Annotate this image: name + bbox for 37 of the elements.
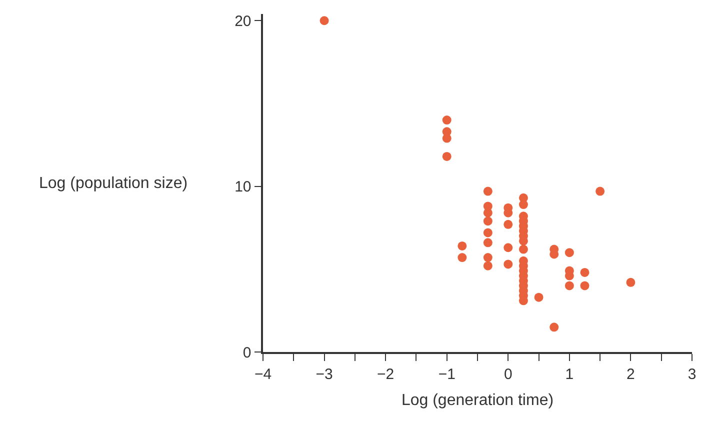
x-tick-label: 3 bbox=[688, 366, 696, 383]
x-axis-title: Log (generation time) bbox=[401, 392, 554, 409]
point bbox=[320, 16, 329, 26]
point bbox=[483, 253, 492, 262]
x-tick-label: −4 bbox=[254, 366, 272, 383]
point bbox=[504, 260, 513, 269]
point bbox=[596, 186, 605, 196]
point bbox=[564, 281, 574, 290]
point bbox=[504, 220, 513, 229]
point bbox=[564, 248, 574, 258]
y-tick-label: 0 bbox=[242, 344, 252, 362]
y-tick-label: 10 bbox=[234, 178, 252, 196]
x-tick-label: −3 bbox=[316, 366, 333, 383]
x-tick-label: 1 bbox=[565, 366, 574, 383]
point bbox=[442, 152, 452, 161]
point bbox=[550, 322, 559, 332]
point bbox=[626, 278, 636, 287]
point bbox=[504, 243, 513, 252]
point bbox=[483, 228, 492, 238]
x-tick-label: 2 bbox=[626, 366, 635, 383]
point bbox=[483, 216, 492, 226]
point bbox=[442, 116, 452, 125]
x-tick-label: −1 bbox=[438, 366, 456, 383]
point bbox=[483, 261, 492, 270]
y-axis-title: Log (population size) bbox=[39, 175, 188, 192]
point bbox=[534, 292, 544, 302]
x-tick-label: 0 bbox=[504, 366, 512, 383]
point bbox=[483, 186, 492, 196]
point bbox=[580, 268, 590, 277]
point bbox=[580, 281, 590, 290]
point bbox=[518, 200, 528, 210]
point bbox=[458, 241, 467, 250]
point bbox=[518, 244, 528, 254]
point bbox=[458, 253, 467, 262]
point bbox=[483, 238, 492, 248]
y-tick-label: 20 bbox=[234, 12, 252, 30]
x-tick-label: −2 bbox=[377, 366, 394, 383]
